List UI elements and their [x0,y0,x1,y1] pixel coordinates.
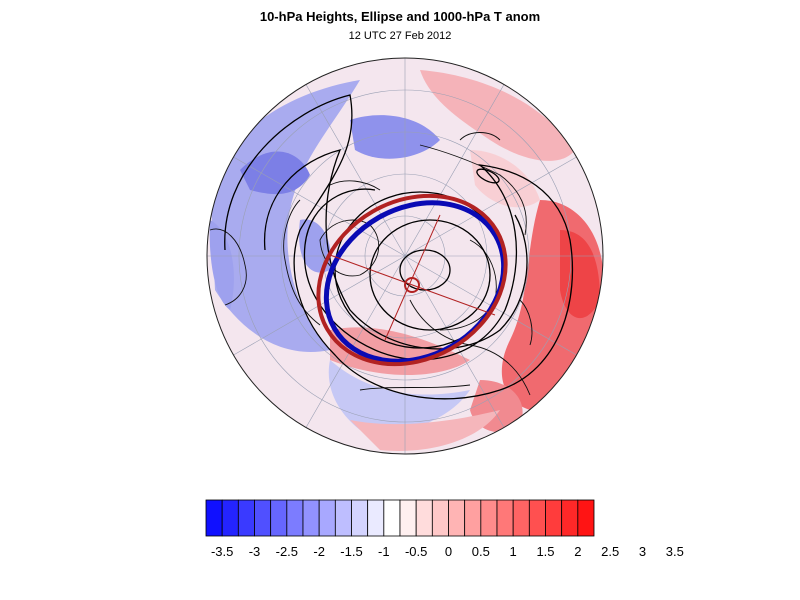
colorbar-swatch [512,499,530,537]
colorbar-swatch [318,499,336,537]
figure-title: 10-hPa Heights, Ellipse and 1000-hPa T a… [259,9,541,24]
colorbar-swatch [480,499,498,537]
colorbar-tick-label: -2 [313,544,325,559]
colorbar-swatch [270,499,288,537]
meridian-line [233,156,406,257]
colorbar-tick-label: 0.5 [472,544,490,559]
colorbar-tick-label: 1 [510,544,517,559]
colorbar-swatch [383,499,401,537]
globe-outline [206,57,604,455]
colorbar-swatch [415,499,433,537]
meridian-line [305,255,406,428]
colorbar-swatch [221,499,239,537]
colorbar-swatch [464,499,482,537]
colorbar-swatch [286,499,304,537]
meridian-line [305,84,406,257]
colorbar-tick-label: -3 [249,544,261,559]
colorbar-tick-label: 2.5 [601,544,619,559]
figure-subtitle: 12 UTC 27 Feb 2012 [348,30,452,42]
colorbar-swatches [205,499,595,537]
colorbar-tick-label: 3.5 [666,544,684,559]
colorbar-tick-label: 0 [445,544,452,559]
colorbar-swatch [334,499,352,537]
colorbar-tick-label: -0.5 [405,544,427,559]
temperature-anomaly-field [207,58,603,454]
colorbar-swatch [431,499,449,537]
colorbar-swatch [205,499,223,537]
colorbar-swatch [561,499,579,537]
colorbar-swatch [496,499,514,537]
colorbar-swatch [302,499,320,537]
colorbar-swatch [367,499,385,537]
colorbar-labels: -3.5 -3 -2.5 -2 -1.5 -1 -0.5 0 0.5 1 1.5 2 2.5 3 3.5 [211,544,684,559]
vortex-ellipse [316,193,508,367]
colorbar-swatch [448,499,466,537]
meridian-line [404,156,577,257]
colorbar-swatch [528,499,546,537]
meridian-line [404,84,505,257]
colorbar-swatch [545,499,563,537]
colorbar-tick-label: -1 [378,544,390,559]
colorbar-swatch [399,499,417,537]
colorbar-tick-label: -2.5 [276,544,298,559]
colorbar-tick-label: -1.5 [340,544,362,559]
colorbar-tick-label: 3 [639,544,646,559]
colorbar-tick-label: 2 [574,544,581,559]
colorbar-swatch [577,499,595,537]
colorbar-swatch [237,499,255,537]
colorbar-swatch [254,499,272,537]
colorbar-tick-label: 1.5 [536,544,554,559]
colorbar-tick-label: -3.5 [211,544,233,559]
colorbar-swatch [351,499,369,537]
